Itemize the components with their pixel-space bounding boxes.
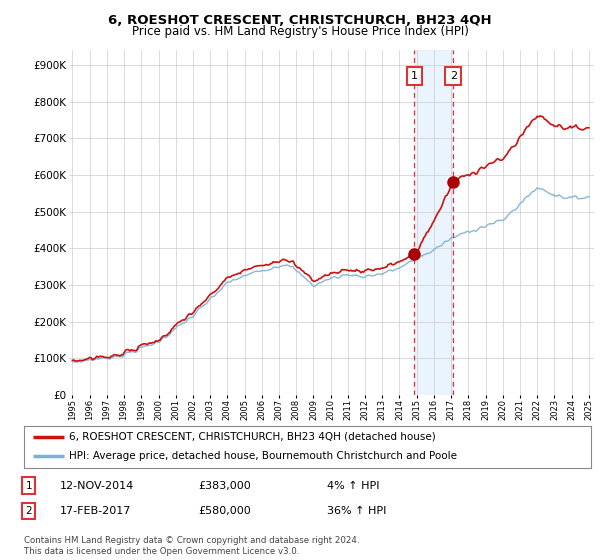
Text: 1: 1 bbox=[411, 71, 418, 81]
Text: 6, ROESHOT CRESCENT, CHRISTCHURCH, BH23 4QH: 6, ROESHOT CRESCENT, CHRISTCHURCH, BH23 … bbox=[108, 14, 492, 27]
Text: HPI: Average price, detached house, Bournemouth Christchurch and Poole: HPI: Average price, detached house, Bour… bbox=[70, 451, 457, 461]
Text: 2: 2 bbox=[25, 506, 32, 516]
Text: Price paid vs. HM Land Registry's House Price Index (HPI): Price paid vs. HM Land Registry's House … bbox=[131, 25, 469, 38]
Text: £383,000: £383,000 bbox=[198, 480, 251, 491]
Text: 17-FEB-2017: 17-FEB-2017 bbox=[60, 506, 131, 516]
Text: 6, ROESHOT CRESCENT, CHRISTCHURCH, BH23 4QH (detached house): 6, ROESHOT CRESCENT, CHRISTCHURCH, BH23 … bbox=[70, 432, 436, 442]
Text: 1: 1 bbox=[25, 480, 32, 491]
Text: 36% ↑ HPI: 36% ↑ HPI bbox=[327, 506, 386, 516]
Text: 4% ↑ HPI: 4% ↑ HPI bbox=[327, 480, 380, 491]
Text: £580,000: £580,000 bbox=[198, 506, 251, 516]
Text: 12-NOV-2014: 12-NOV-2014 bbox=[60, 480, 134, 491]
Text: Contains HM Land Registry data © Crown copyright and database right 2024.
This d: Contains HM Land Registry data © Crown c… bbox=[24, 536, 359, 556]
Bar bbox=[415, 50, 454, 395]
Text: 2: 2 bbox=[450, 71, 457, 81]
